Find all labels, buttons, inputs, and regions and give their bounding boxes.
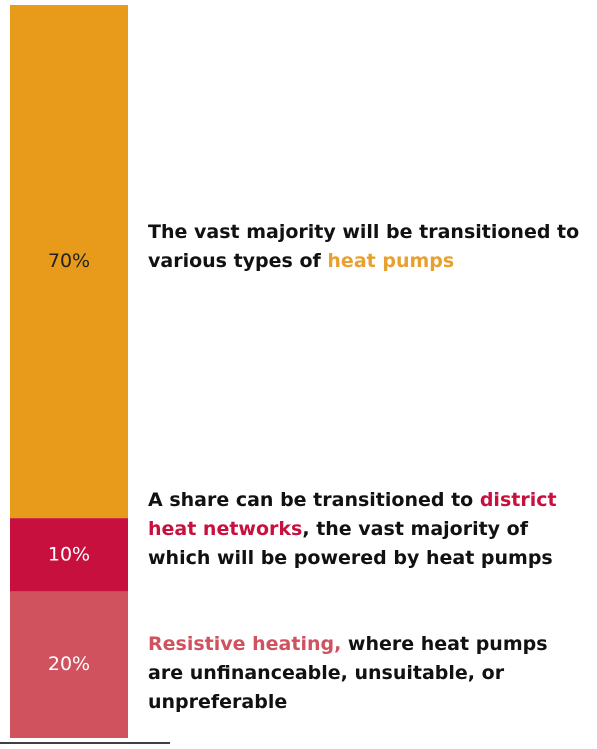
annotation: A share can be transitioned to district … [148,486,588,573]
bar-segment [10,591,128,738]
value-label: 20% [48,653,90,675]
annotation-text: heat pumps [327,250,455,272]
annotation-text: The vast majority will be transitioned t… [148,221,586,272]
annotation-text: Resistive heating, [148,633,342,655]
annotation: Resistive heating, where heat pumps are … [148,630,588,717]
bar-segment [10,5,128,519]
bar-segment [10,518,128,592]
annotation-text: , the vast majority of which will be pow… [148,518,553,569]
annotation-text: where heat pumps are unfinanceable, unsu… [148,633,555,713]
annotation-text: A share can be transitioned to [148,489,480,511]
value-label: 70% [48,250,90,272]
value-label: 10% [48,543,90,565]
annotation: The vast majority will be transitioned t… [148,218,588,276]
annotation-text: district heat networks [148,489,564,540]
